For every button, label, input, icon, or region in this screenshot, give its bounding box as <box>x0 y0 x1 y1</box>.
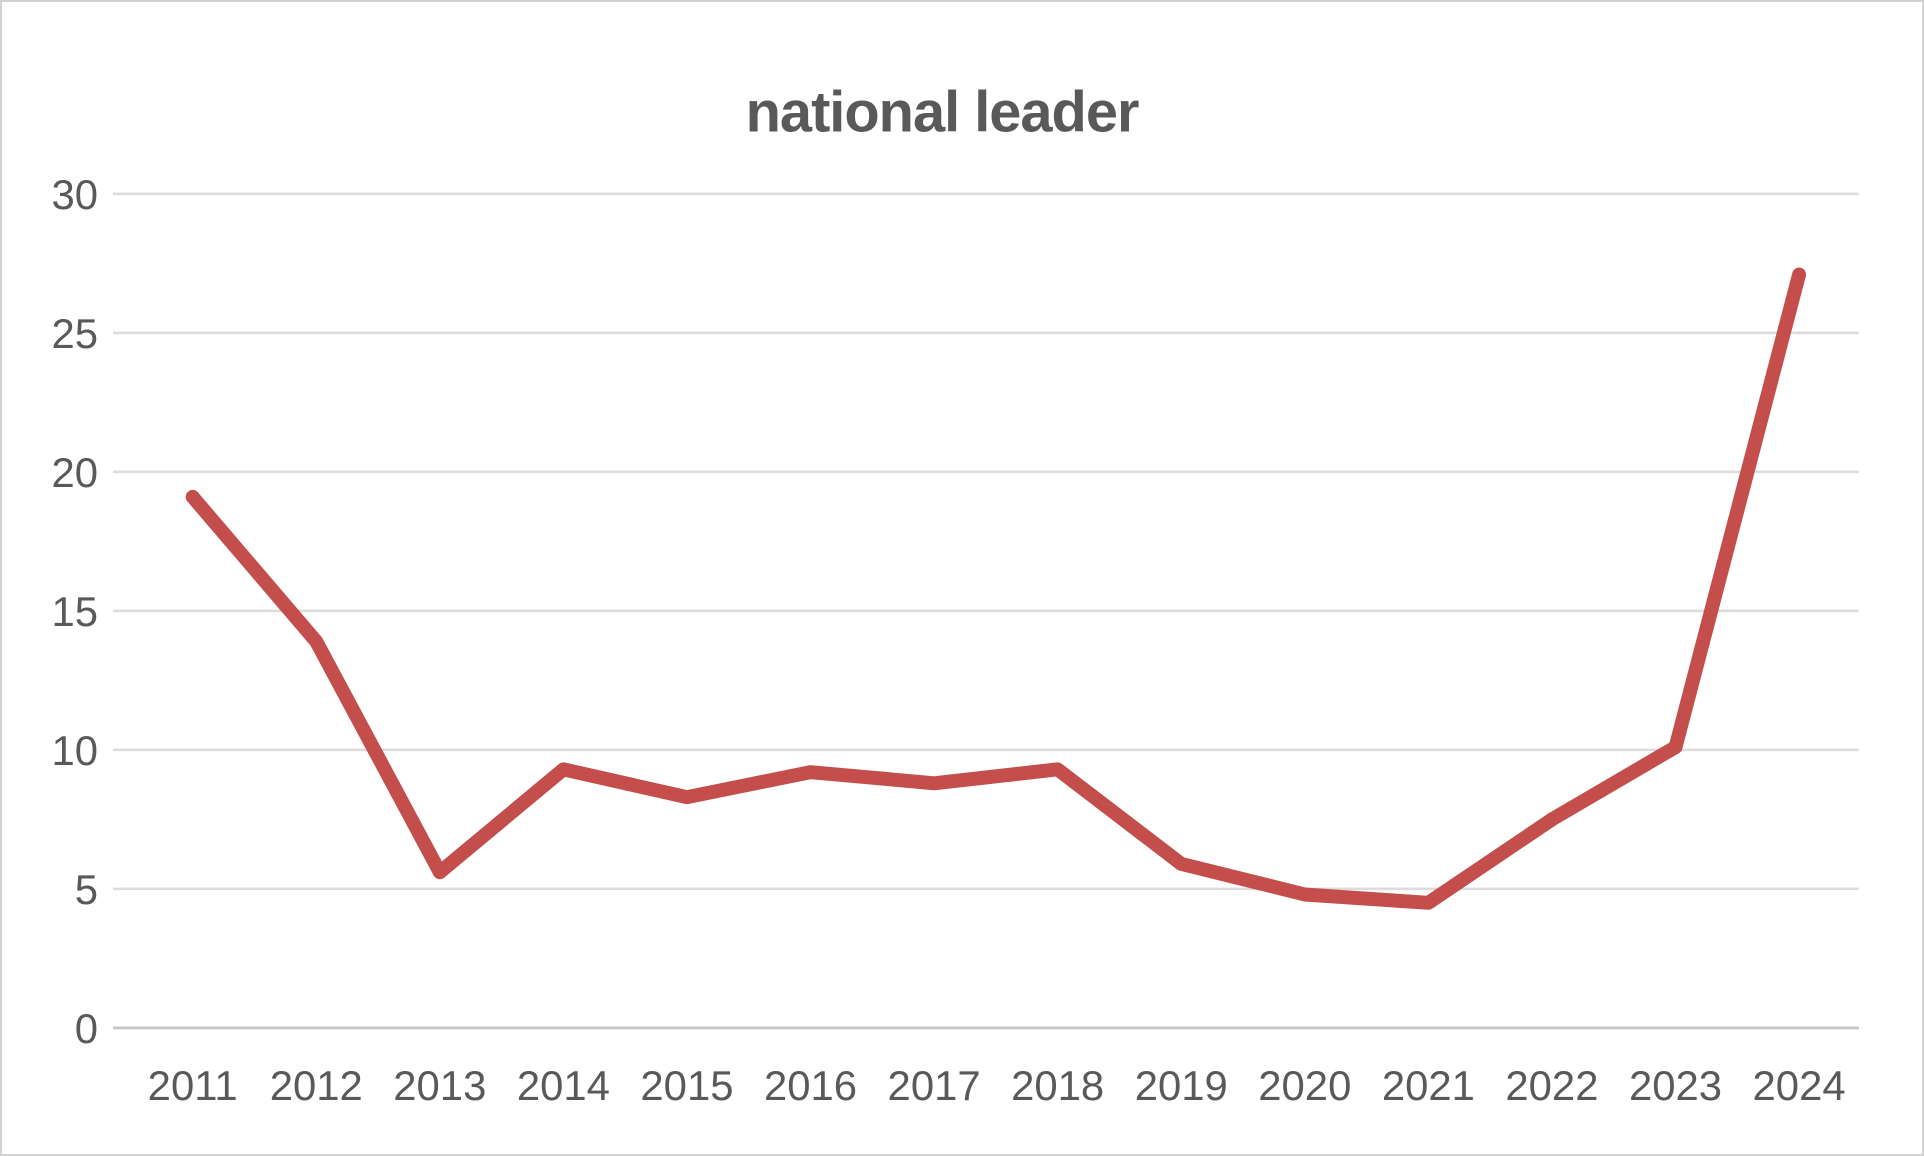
x-axis-tick-label: 2013 <box>393 1062 486 1109</box>
gridlines-group <box>112 192 1859 1030</box>
y-axis-tick-label: 30 <box>51 171 98 218</box>
x-axis-tick-label: 2024 <box>1753 1062 1846 1109</box>
y-axis-tick-label: 0 <box>75 1005 98 1052</box>
y-axis-tick-label: 20 <box>51 449 98 496</box>
x-axis-tick-label: 2021 <box>1382 1062 1475 1109</box>
x-axis-tick-label: 2017 <box>888 1062 981 1109</box>
x-axis-labels-group: 2011 2012 2013 2014 2015 2016 2017 2018 2019 2020… <box>148 1062 1846 1109</box>
x-axis-tick-label: 2020 <box>1258 1062 1351 1109</box>
x-axis-tick-label: 2019 <box>1135 1062 1228 1109</box>
x-axis-tick-label: 2016 <box>764 1062 857 1109</box>
y-axis-tick-label: 10 <box>51 727 98 774</box>
x-axis-tick-label: 2014 <box>517 1062 610 1109</box>
chart-title: national leader <box>746 81 1139 145</box>
y-axis-tick-label: 5 <box>75 866 98 913</box>
x-axis-tick-label: 2011 <box>148 1062 238 1109</box>
series-group <box>185 267 1807 910</box>
x-axis-tick-label: 2022 <box>1505 1062 1598 1109</box>
y-axis-tick-label: 15 <box>51 588 98 635</box>
y-axis-tick-label: 25 <box>51 310 98 357</box>
y-axis-labels-group: 0 5 10 15 20 25 30 <box>51 171 98 1052</box>
x-axis-tick-label: 2018 <box>1011 1062 1104 1109</box>
x-axis-tick-label: 2023 <box>1629 1062 1722 1109</box>
x-axis-tick-label: 2012 <box>270 1062 363 1109</box>
x-axis-tick-label: 2015 <box>640 1062 733 1109</box>
data-series-line <box>185 267 1807 910</box>
